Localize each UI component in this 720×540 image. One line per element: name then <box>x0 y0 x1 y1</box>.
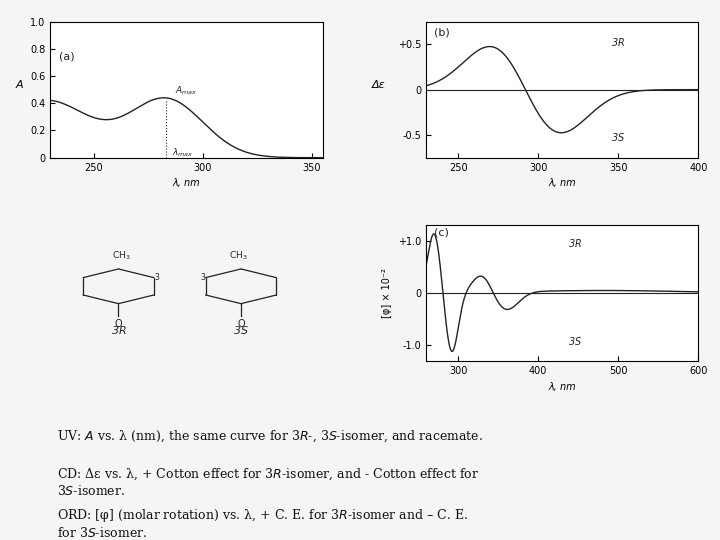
Text: $\lambda_{max}$: $\lambda_{max}$ <box>172 147 194 159</box>
Text: ORD: [φ] (molar rotation) vs. λ, + C. E. for 3$R$-isomer and – C. E.
for 3$S$-is: ORD: [φ] (molar rotation) vs. λ, + C. E.… <box>57 507 468 540</box>
Text: CH$_3$: CH$_3$ <box>112 249 130 262</box>
Text: CH$_3$: CH$_3$ <box>229 249 248 262</box>
Y-axis label: Δε: Δε <box>372 79 385 90</box>
Y-axis label: [φ] × 10⁻²: [φ] × 10⁻² <box>382 268 392 318</box>
X-axis label: λ, nm: λ, nm <box>173 178 200 188</box>
Text: 3: 3 <box>200 273 205 282</box>
X-axis label: λ, nm: λ, nm <box>549 382 576 392</box>
Text: CD: Δε vs. λ, + Cotton effect for 3$R$-isomer, and - Cotton effect for
3$S$-isom: CD: Δε vs. λ, + Cotton effect for 3$R$-i… <box>57 467 480 498</box>
Text: 3$R$: 3$R$ <box>111 324 126 336</box>
Text: 3$S$: 3$S$ <box>567 335 582 347</box>
Text: 3$S$: 3$S$ <box>611 131 626 143</box>
Text: O: O <box>237 319 245 329</box>
Text: (b): (b) <box>434 27 450 37</box>
Text: 3: 3 <box>154 273 159 282</box>
Text: O: O <box>114 319 122 329</box>
Text: 3$R$: 3$R$ <box>567 237 582 249</box>
Y-axis label: A: A <box>15 79 23 90</box>
Text: 3$R$: 3$R$ <box>611 36 626 48</box>
Text: 3$S$: 3$S$ <box>233 324 249 336</box>
Text: $A_{max}$: $A_{max}$ <box>174 85 197 97</box>
X-axis label: λ, nm: λ, nm <box>549 178 576 188</box>
Text: (a): (a) <box>58 52 74 62</box>
Text: UV: $A$ vs. λ (nm), the same curve for 3$R$-, 3$S$-isomer, and racemate.: UV: $A$ vs. λ (nm), the same curve for 3… <box>57 429 483 444</box>
Text: (c): (c) <box>434 228 449 238</box>
